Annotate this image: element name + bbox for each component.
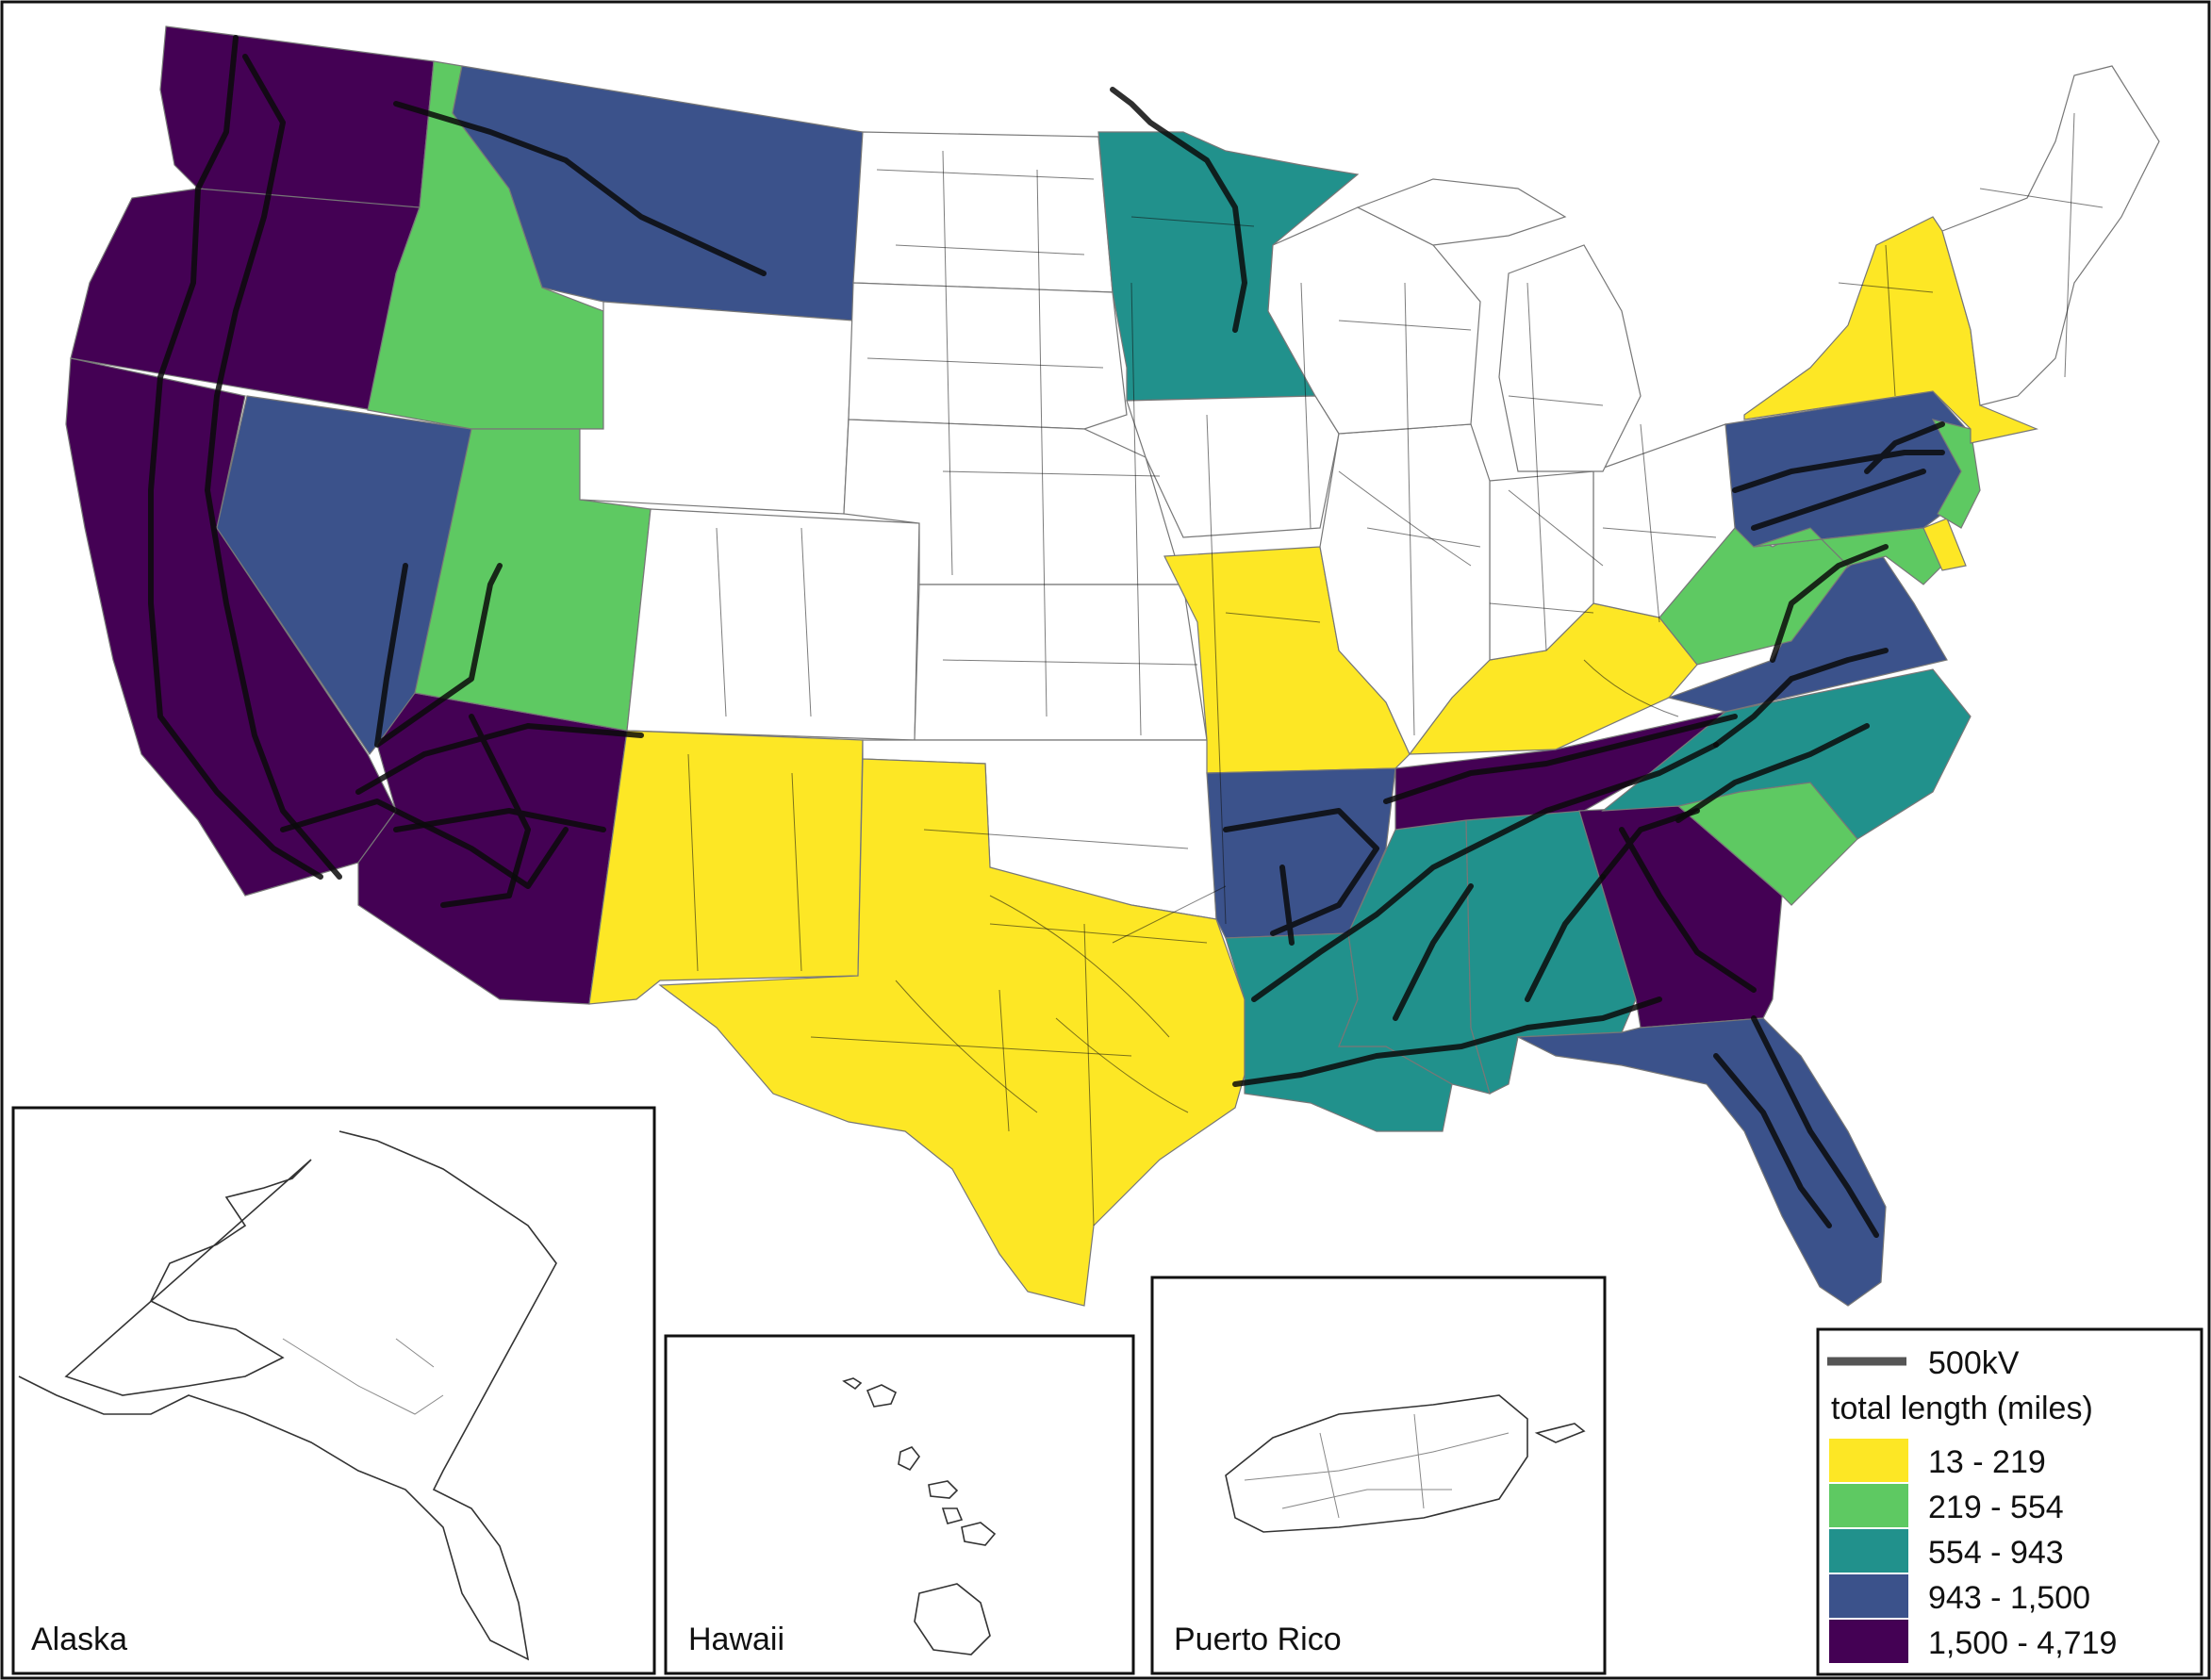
legend-swatch-1 (1829, 1439, 1908, 1482)
legend-bin-label-4: 943 - 1,500 (1928, 1580, 2090, 1616)
legend-swatch-2 (1829, 1484, 1908, 1527)
state-north-dakota (852, 131, 1114, 293)
line-500kv-wa-mt (393, 101, 767, 276)
line-500kv-pacific-1 (148, 35, 323, 880)
state-florida (1515, 1017, 1887, 1307)
state-delaware (1922, 518, 1967, 571)
state-wyoming (579, 301, 854, 515)
puerto-rico-label: Puerto Rico (1174, 1622, 1342, 1657)
legend-swatch-4 (1829, 1574, 1908, 1618)
puerto-rico-inset: Puerto Rico (1150, 1276, 1607, 1675)
alaska-outline (18, 1130, 557, 1661)
state-michigan-up (1356, 178, 1567, 246)
legend-swatch-3 (1829, 1529, 1908, 1573)
hawaii-inset-frame (664, 1334, 1135, 1675)
500kv-lines (148, 35, 1945, 1238)
legend-title: total length (miles) (1831, 1391, 2093, 1426)
puerto-rico-outline (1225, 1394, 1586, 1533)
state-colorado (626, 508, 920, 741)
alaska-label: Alaska (31, 1622, 127, 1657)
line-500kv-florida (1713, 1015, 1879, 1238)
legend-bin-label-2: 219 - 554 (1928, 1490, 2064, 1525)
hawaii-label: Hawaii (688, 1622, 784, 1657)
legend: 500kV total length (miles) 13 - 219 219 -… (1816, 1327, 2203, 1676)
line-500kv-pa-nj (1732, 421, 1945, 531)
alaska-inset-frame (11, 1106, 656, 1675)
transmission-network (687, 112, 2104, 1227)
hawaii-inset: Hawaii (664, 1334, 1135, 1675)
line-500kv-minnesota (1110, 87, 1247, 333)
line-500kv-pacific-2 (205, 54, 342, 880)
hawaii-islands (842, 1377, 997, 1655)
line-500kv-gulf (1232, 742, 1719, 1087)
state-new-mexico (588, 730, 864, 1005)
state-south-dakota (848, 282, 1128, 430)
puerto-rico-inset-frame (1150, 1276, 1607, 1675)
line-500kv-nevada (374, 563, 503, 748)
line-500kv-arkansas (1223, 808, 1379, 946)
state-new-england (1941, 65, 2160, 406)
legend-bin-label-3: 554 - 943 (1928, 1535, 2064, 1571)
state-illinois (1319, 423, 1491, 756)
legend-swatch-5 (1829, 1620, 1908, 1663)
line-500kv-carolinas (1675, 544, 1889, 823)
legend-500kv-label: 500kV (1928, 1345, 2020, 1381)
line-500kv-az (280, 799, 569, 889)
legend-bin-label-1: 13 - 219 (1928, 1444, 2046, 1480)
alaska-inset: Alaska (11, 1106, 656, 1675)
line-500kv-sw (355, 714, 644, 908)
state-texas (658, 758, 1246, 1307)
legend-bin-label-5: 1,500 - 4,719 (1928, 1625, 2117, 1661)
legend-bins: 13 - 219 219 - 554 554 - 943 943 - 1,500 1,5… (1829, 1439, 2117, 1663)
state-north-carolina (1601, 668, 1972, 840)
